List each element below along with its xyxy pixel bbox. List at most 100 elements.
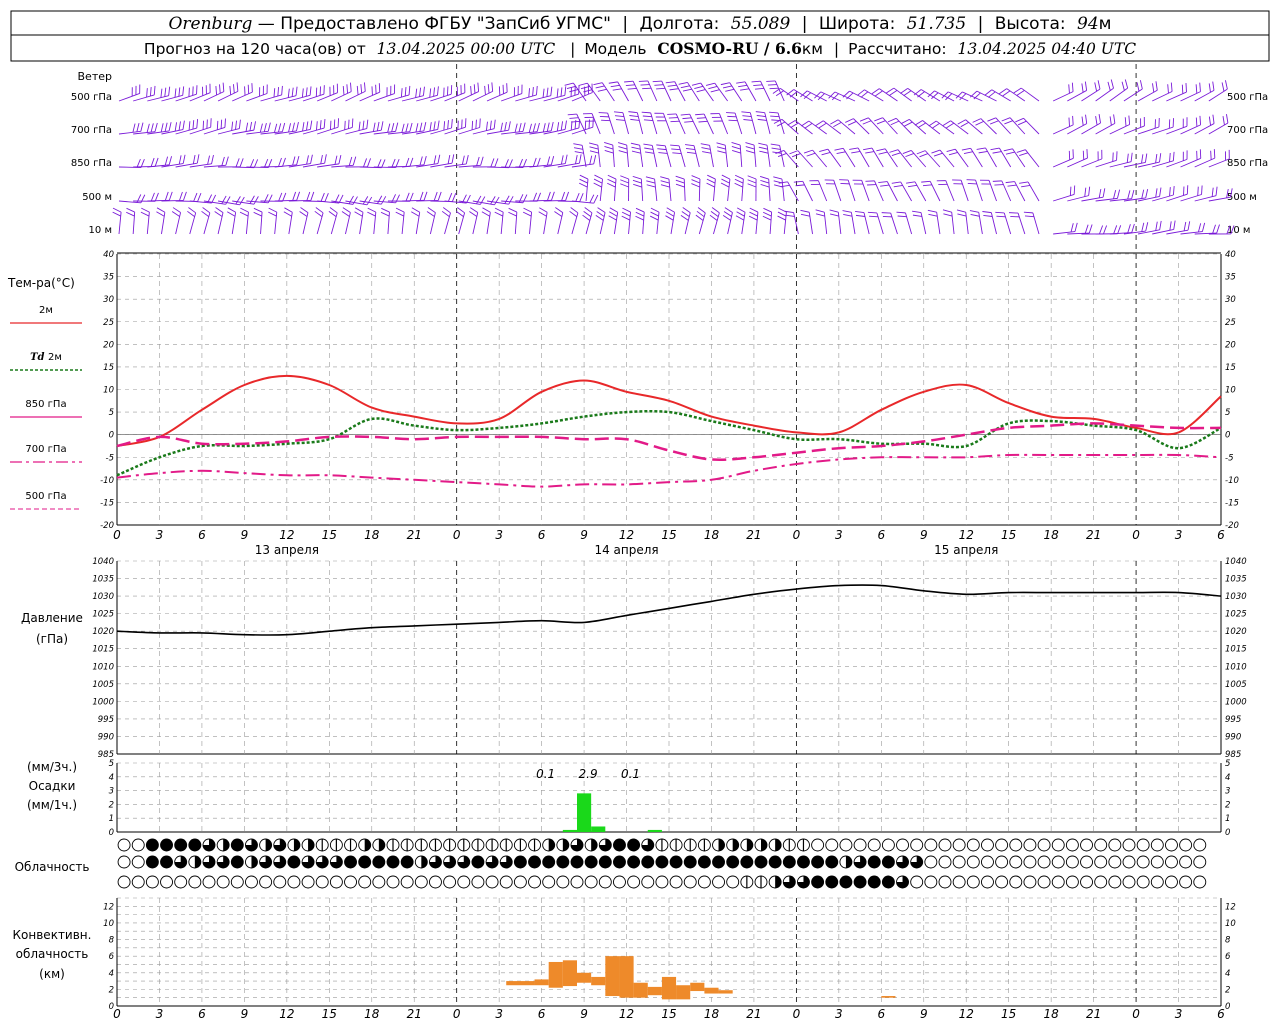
wind-barb bbox=[203, 82, 225, 102]
wind-barb bbox=[1005, 181, 1026, 202]
precip-ytick-left: 1 bbox=[109, 814, 114, 824]
wind-barb bbox=[1123, 222, 1149, 235]
wind-barb-feather bbox=[168, 122, 172, 132]
wind-barb-feather bbox=[226, 211, 236, 217]
wind-barb bbox=[990, 147, 1012, 168]
pressure-ytick-left: 995 bbox=[98, 715, 114, 725]
wind-barb-feather bbox=[156, 211, 165, 217]
wind-barb-feather bbox=[831, 93, 839, 101]
cloud-cover-icon bbox=[811, 855, 825, 869]
wind-barb-staff bbox=[636, 112, 644, 135]
pressure-ytick-right: 1015 bbox=[1225, 645, 1247, 655]
cloud-circle bbox=[981, 875, 994, 889]
wind-level-label-left: 500 м bbox=[82, 192, 112, 203]
wind-barb-feather bbox=[235, 158, 240, 167]
wind-barb-staff bbox=[882, 117, 898, 135]
conv-ytick-left: 4 bbox=[109, 969, 114, 979]
cloud-cover-icon bbox=[613, 875, 626, 889]
wind-barb bbox=[274, 156, 300, 168]
wind-barb-feather bbox=[192, 154, 196, 164]
cloud-cover-icon bbox=[457, 855, 471, 869]
wind-barb-feather bbox=[874, 117, 883, 122]
cloud-cover-icon bbox=[655, 875, 669, 889]
wind-barb-feather bbox=[621, 211, 631, 217]
wind-barb-feather bbox=[656, 87, 666, 90]
cloud-cover-icon bbox=[315, 838, 329, 852]
wind-barb-feather bbox=[494, 196, 500, 206]
wind-barb-feather bbox=[999, 88, 1007, 95]
wind-barb bbox=[283, 207, 293, 235]
cloud-circle bbox=[1193, 875, 1207, 889]
wind-barb bbox=[842, 90, 870, 102]
wind-barb bbox=[966, 179, 983, 202]
cloud-cover-icon bbox=[924, 855, 938, 869]
cloud-cover-icon bbox=[230, 855, 244, 869]
pressure-ytick-right: 1000 bbox=[1225, 697, 1247, 707]
conv-xtick: 18 bbox=[364, 1007, 380, 1021]
wind-barb-feather bbox=[589, 146, 599, 150]
wind-barb bbox=[1001, 117, 1026, 135]
wind-barb-staff bbox=[1003, 212, 1012, 235]
wind-barb-staff bbox=[920, 212, 927, 235]
wind-barb-feather bbox=[635, 211, 645, 217]
wind-barb-feather bbox=[236, 82, 239, 92]
wind-barb-feather bbox=[828, 91, 836, 99]
wind-barb-feather bbox=[582, 214, 591, 221]
wind-barb bbox=[652, 80, 672, 102]
wind-barb bbox=[665, 81, 686, 102]
wind-barb-feather bbox=[589, 194, 595, 203]
wind-barb bbox=[578, 82, 601, 102]
wind-barb-staff bbox=[1095, 122, 1116, 135]
wind-barb bbox=[1109, 189, 1135, 202]
wind-barb-feather bbox=[532, 123, 536, 133]
wind-barb-feather bbox=[404, 87, 407, 97]
cloud-circle bbox=[981, 855, 994, 869]
wind-barb-feather bbox=[893, 184, 903, 188]
wind-barb-feather bbox=[154, 157, 159, 167]
cloud-cover-icon bbox=[1009, 875, 1023, 889]
wind-barb-feather bbox=[419, 156, 423, 166]
wind-barb-staff bbox=[886, 181, 898, 202]
wind-barb-feather bbox=[983, 214, 993, 217]
cloud-fill-full bbox=[868, 856, 881, 868]
wind-barb-feather bbox=[876, 120, 886, 125]
wind-barb bbox=[571, 155, 597, 168]
temp-xtick: 3 bbox=[1175, 528, 1183, 542]
wind-barb-staff bbox=[991, 89, 1011, 102]
wind-barb bbox=[317, 154, 342, 168]
wind-barb bbox=[416, 191, 442, 202]
wind-barb-feather bbox=[539, 207, 548, 213]
wind-barb-feather bbox=[992, 151, 1002, 154]
wind-barb-feather bbox=[800, 90, 808, 98]
precip-ytick-right: 1 bbox=[1225, 814, 1230, 824]
wind-barb bbox=[1123, 80, 1143, 102]
wind-barb-feather bbox=[310, 154, 313, 164]
wind-barb-feather bbox=[762, 215, 772, 221]
wind-barb-feather bbox=[532, 157, 537, 167]
wind-barb-staff bbox=[617, 81, 629, 102]
cloud-cover-icon bbox=[542, 875, 556, 889]
wind-barb-feather bbox=[367, 211, 376, 217]
wind-barb-feather bbox=[367, 158, 372, 167]
wind-barb-feather bbox=[627, 87, 637, 90]
wind-barb-feather bbox=[579, 193, 584, 202]
wind-barb bbox=[972, 118, 997, 135]
wind-barb-staff bbox=[874, 180, 884, 202]
wind-barb-feather bbox=[815, 213, 825, 217]
wind-barb-feather bbox=[1098, 188, 1102, 198]
wind-barb-feather bbox=[146, 88, 148, 98]
wind-barb bbox=[863, 147, 884, 168]
cloud-cover-icon bbox=[641, 855, 655, 869]
wind-barb bbox=[373, 158, 400, 168]
wind-barb-feather bbox=[874, 90, 883, 97]
temp-xtick: 6 bbox=[1217, 528, 1225, 542]
wind-barb-feather bbox=[771, 147, 781, 150]
wind-barb-feather bbox=[366, 119, 369, 129]
wind-barb-feather bbox=[583, 89, 593, 93]
wind-barb-feather bbox=[196, 154, 200, 164]
wind-barb bbox=[660, 176, 672, 202]
cloud-cover-icon bbox=[598, 875, 612, 889]
cloud-cover-icon bbox=[726, 855, 740, 869]
wind-barb-feather bbox=[632, 179, 642, 184]
cloud-circle bbox=[414, 875, 428, 889]
